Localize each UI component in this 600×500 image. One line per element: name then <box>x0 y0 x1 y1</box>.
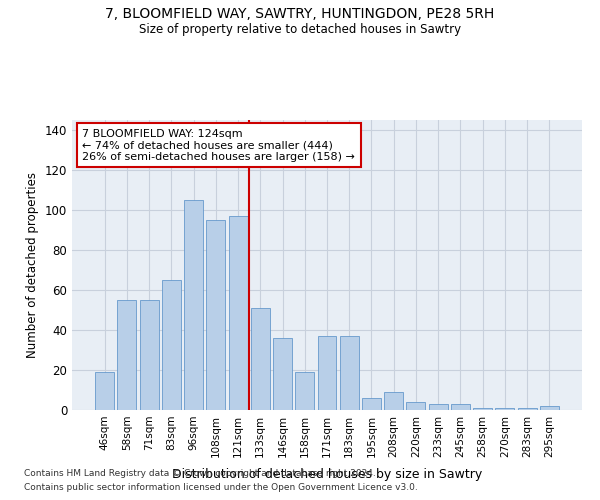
Bar <box>384 392 403 410</box>
Bar <box>362 398 381 410</box>
Bar <box>95 372 114 410</box>
Bar <box>540 406 559 410</box>
Text: 7, BLOOMFIELD WAY, SAWTRY, HUNTINGDON, PE28 5RH: 7, BLOOMFIELD WAY, SAWTRY, HUNTINGDON, P… <box>106 8 494 22</box>
Bar <box>251 308 270 410</box>
Bar <box>229 216 248 410</box>
Bar <box>473 408 492 410</box>
Bar <box>317 336 337 410</box>
Bar <box>496 408 514 410</box>
Bar <box>406 402 425 410</box>
Bar <box>184 200 203 410</box>
Text: Contains HM Land Registry data © Crown copyright and database right 2024.: Contains HM Land Registry data © Crown c… <box>24 468 376 477</box>
Bar <box>206 220 225 410</box>
Bar <box>162 280 181 410</box>
Bar <box>451 404 470 410</box>
Bar <box>518 408 536 410</box>
Text: 7 BLOOMFIELD WAY: 124sqm
← 74% of detached houses are smaller (444)
26% of semi-: 7 BLOOMFIELD WAY: 124sqm ← 74% of detach… <box>82 128 355 162</box>
Bar <box>118 300 136 410</box>
Bar <box>340 336 359 410</box>
Text: Contains public sector information licensed under the Open Government Licence v3: Contains public sector information licen… <box>24 484 418 492</box>
Bar <box>273 338 292 410</box>
Bar <box>140 300 158 410</box>
Bar <box>295 372 314 410</box>
Y-axis label: Number of detached properties: Number of detached properties <box>26 172 39 358</box>
X-axis label: Distribution of detached houses by size in Sawtry: Distribution of detached houses by size … <box>172 468 482 481</box>
Text: Size of property relative to detached houses in Sawtry: Size of property relative to detached ho… <box>139 22 461 36</box>
Bar <box>429 404 448 410</box>
